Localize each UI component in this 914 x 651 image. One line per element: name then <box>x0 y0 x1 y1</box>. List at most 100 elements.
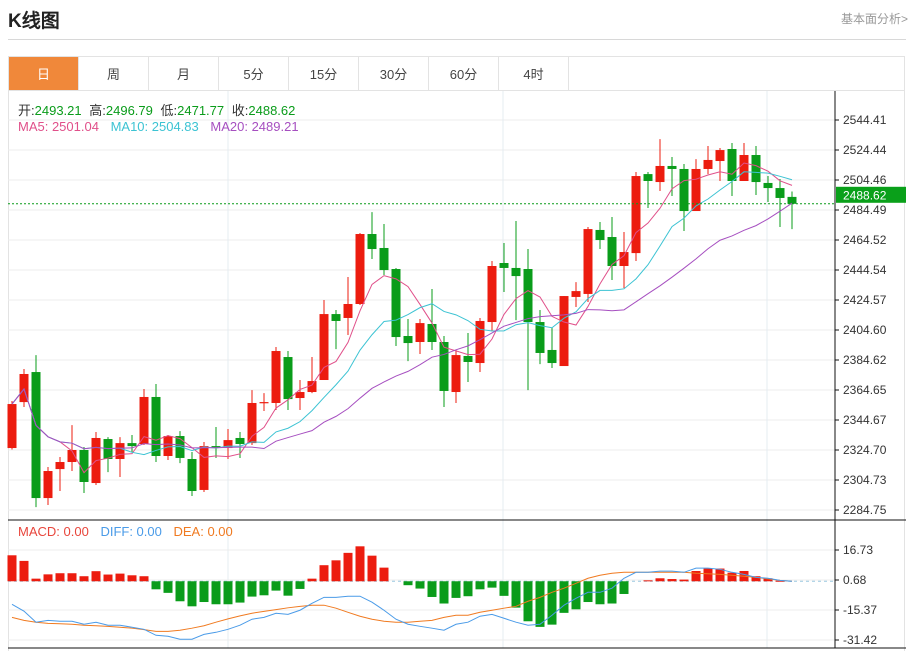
candle-body <box>571 291 581 297</box>
candle-down <box>679 164 689 232</box>
macd-bar-positive <box>31 578 41 582</box>
candle-down <box>187 451 197 496</box>
close-label: 收: <box>231 103 249 118</box>
candle-up <box>295 380 305 411</box>
candle-body <box>631 176 641 254</box>
candle-body <box>415 323 425 343</box>
tab-day[interactable]: 日 <box>9 57 79 90</box>
candle-up <box>739 142 749 181</box>
macd-tick-label: -31.42 <box>843 633 877 647</box>
candle-down <box>463 332 473 382</box>
price-tick-label: 2544.41 <box>843 113 887 127</box>
macd-bar-negative <box>187 581 197 607</box>
macd-bar-positive <box>43 574 53 582</box>
macd-legend: MACD: 0.00 DIFF: 0.00 DEA: 0.00 <box>18 524 233 539</box>
candle-down <box>775 179 785 227</box>
candle-body <box>379 247 389 271</box>
high-value: 2496.79 <box>105 103 153 118</box>
candle-down <box>151 384 161 463</box>
candle-up <box>67 425 77 472</box>
macd-bar-negative <box>475 581 485 590</box>
candle-up <box>139 389 149 446</box>
candle-down <box>379 223 389 276</box>
candle-body <box>235 437 245 444</box>
candle-body <box>319 314 329 381</box>
price-axis: 2544.41 2524.44 2504.46 2484.49 2464.52 2444.… <box>8 91 906 648</box>
candle-down <box>31 355 41 508</box>
candle-body <box>403 335 413 344</box>
candle-up <box>583 226 593 303</box>
macd-bar-negative <box>271 581 281 591</box>
high-label: 高: <box>89 103 106 118</box>
macd-tick-label: 16.73 <box>843 543 873 557</box>
candle-body <box>307 381 317 393</box>
macd-bar-negative <box>211 581 221 605</box>
tab-5min[interactable]: 5分 <box>219 57 289 90</box>
candle-up <box>163 434 173 461</box>
price-tick-label: 2344.67 <box>843 413 887 427</box>
price-tick-label: 2464.52 <box>843 233 887 247</box>
candle-body <box>427 323 437 343</box>
header-divider <box>8 39 906 40</box>
macd-bar-negative <box>607 581 617 604</box>
candle-up <box>7 401 17 450</box>
candle-body <box>127 443 137 447</box>
macd-value: MACD: 0.00 <box>18 524 89 539</box>
low-label: 低: <box>160 103 178 118</box>
candle-body <box>115 443 125 460</box>
tab-30min[interactable]: 30分 <box>359 57 429 90</box>
macd-bar-positive <box>139 576 149 582</box>
candle-body <box>715 150 725 162</box>
candle-up <box>271 346 281 411</box>
tab-15min[interactable]: 15分 <box>289 57 359 90</box>
candle-body <box>391 269 401 338</box>
candle-body <box>583 229 593 294</box>
tab-month[interactable]: 月 <box>149 57 219 90</box>
candle-down <box>607 217 617 280</box>
price-tick-label: 2304.73 <box>843 473 887 487</box>
macd-tick-label: 0.68 <box>843 573 867 587</box>
macd-bar-negative <box>535 581 545 627</box>
open-value: 2493.21 <box>34 103 82 118</box>
candle-body <box>439 342 449 391</box>
macd-bar-positive <box>751 576 761 582</box>
candle-up <box>691 159 701 212</box>
macd-bar-positive <box>115 573 125 582</box>
ma5-value: MA5: 2501.04 <box>18 119 99 134</box>
tab-4hour[interactable]: 4时 <box>499 57 569 90</box>
tab-60min[interactable]: 60分 <box>429 57 499 90</box>
candle-body <box>151 396 161 457</box>
ohlc-legend: 开:2493.21 高:2496.79 低:2471.77 收:2488.62 <box>18 100 295 119</box>
candle-body <box>523 269 533 323</box>
candle-up <box>307 357 317 394</box>
candle-down <box>283 351 293 411</box>
macd-bar-negative <box>415 581 425 589</box>
page-title: K线图 <box>8 11 60 32</box>
macd-bar-positive <box>691 570 701 582</box>
candle-down <box>787 191 797 230</box>
candle-down <box>763 176 773 203</box>
open-label: 开: <box>18 103 35 118</box>
period-tabs: 日 周 月 5分 15分 30分 60分 4时 <box>8 56 905 91</box>
last-price-badge <box>836 186 906 203</box>
fundamental-analysis-link[interactable]: 基本面分析> <box>840 12 908 26</box>
tab-week[interactable]: 周 <box>79 57 149 90</box>
price-tick-label: 2404.60 <box>843 323 887 337</box>
candle-body <box>727 149 737 181</box>
macd-lines <box>11 567 793 640</box>
candle-down <box>499 243 509 292</box>
candle-down <box>127 434 137 452</box>
macd-bar-positive <box>679 579 689 582</box>
candle-body <box>535 322 545 353</box>
candle-body <box>355 234 365 305</box>
candle-body <box>163 436 173 457</box>
candle-body <box>367 234 377 250</box>
candle-body <box>187 459 197 492</box>
macd-bar-positive <box>55 573 65 582</box>
macd-bar-positive <box>319 565 329 582</box>
candle-up <box>559 296 569 367</box>
candle-up <box>223 428 233 460</box>
macd-bar-positive <box>307 578 317 582</box>
candle-down <box>79 446 89 493</box>
